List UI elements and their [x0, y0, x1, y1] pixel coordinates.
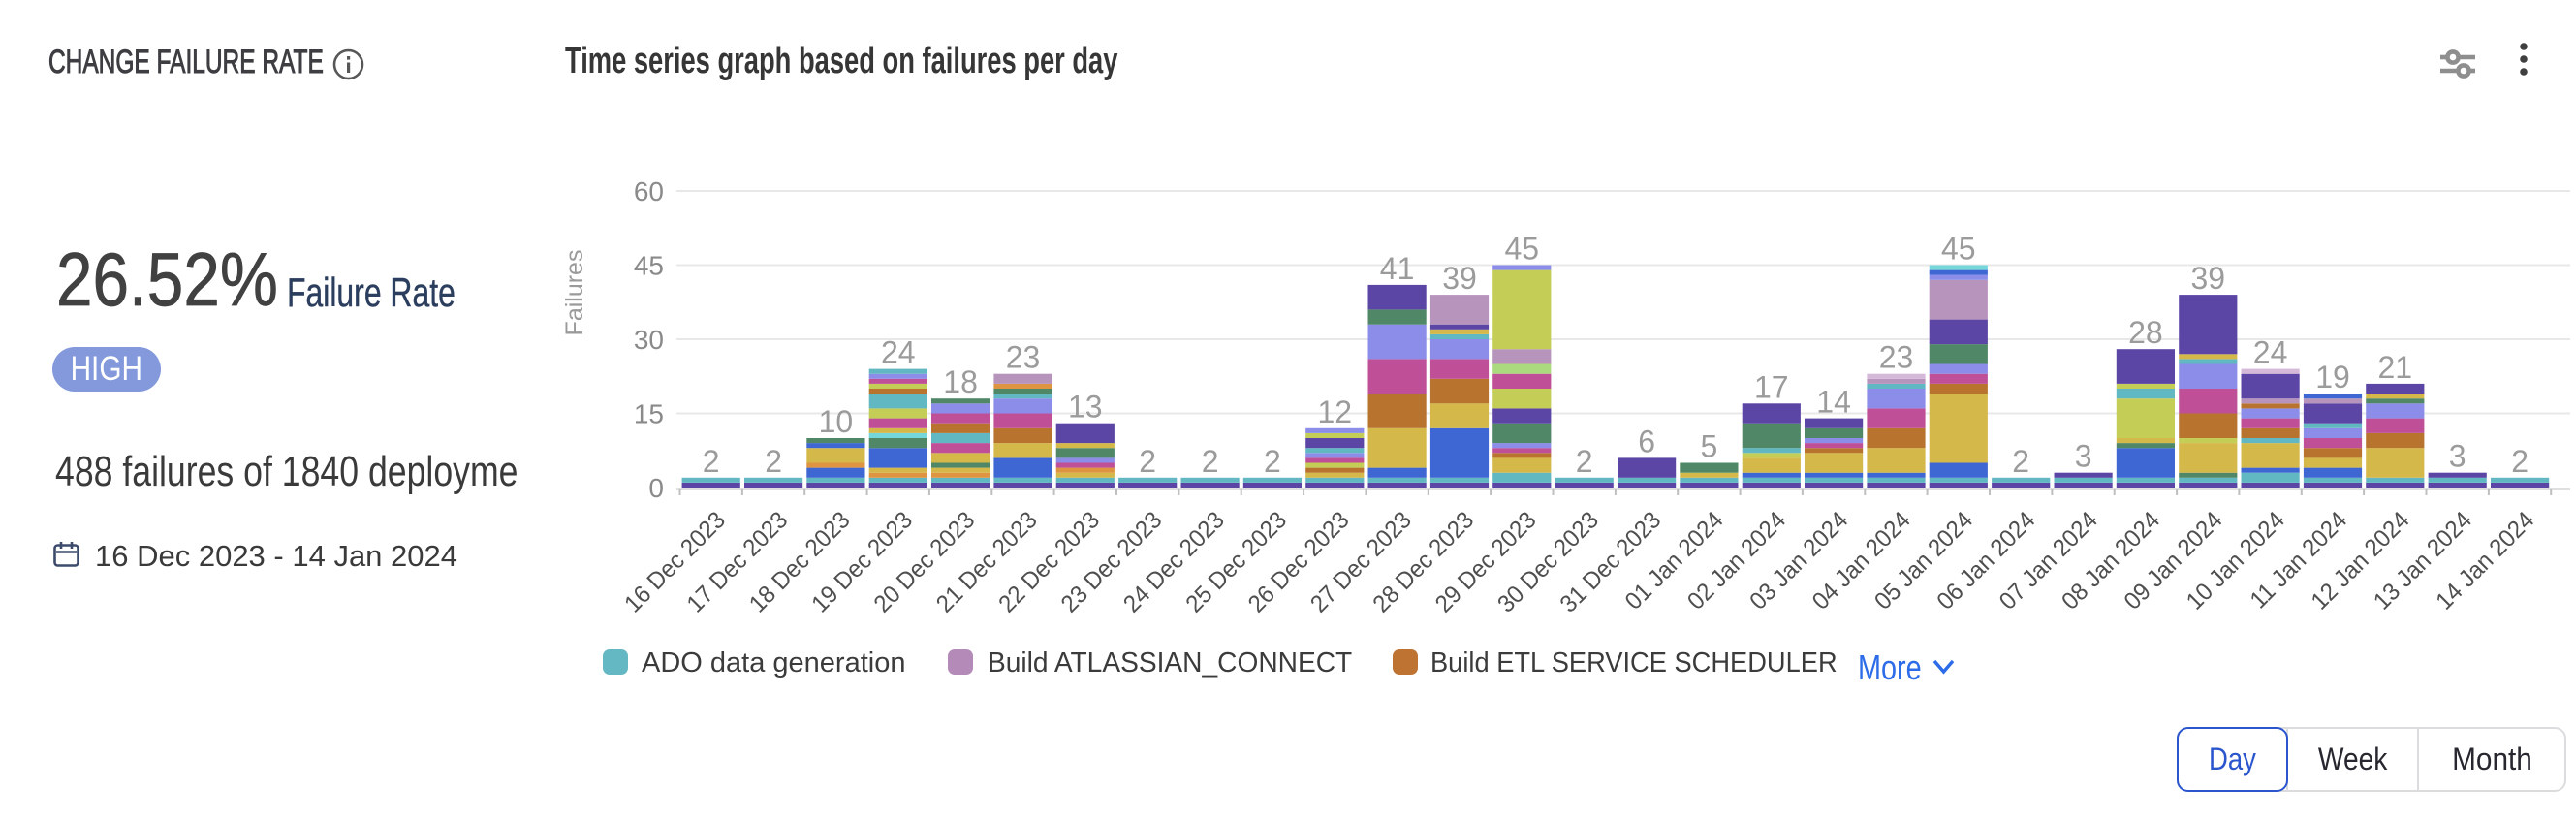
svg-text:2: 2	[1202, 444, 1219, 479]
svg-text:60: 60	[634, 176, 664, 206]
svg-text:13: 13	[1068, 390, 1103, 425]
svg-text:39: 39	[2191, 261, 2226, 296]
svg-text:41: 41	[1380, 251, 1415, 286]
svg-text:0: 0	[648, 473, 664, 503]
svg-text:24: 24	[881, 335, 916, 370]
svg-text:23: 23	[1879, 340, 1914, 375]
svg-text:2: 2	[703, 444, 720, 479]
svg-text:2: 2	[1264, 444, 1281, 479]
svg-text:6: 6	[1638, 424, 1655, 458]
svg-text:3: 3	[2075, 439, 2092, 474]
svg-text:15: 15	[634, 399, 664, 429]
svg-text:2: 2	[2511, 444, 2529, 479]
svg-text:23: 23	[1006, 340, 1041, 375]
svg-text:2: 2	[2012, 444, 2029, 479]
svg-text:45: 45	[634, 251, 664, 281]
svg-text:3: 3	[2449, 439, 2466, 474]
svg-text:12: 12	[1318, 394, 1353, 429]
svg-text:Failures: Failures	[561, 250, 588, 336]
svg-text:17: 17	[1754, 369, 1789, 404]
svg-text:18: 18	[943, 364, 978, 399]
svg-text:5: 5	[1701, 429, 1718, 464]
svg-text:45: 45	[1505, 232, 1540, 267]
svg-text:2: 2	[1139, 444, 1156, 479]
svg-text:19: 19	[2315, 360, 2350, 394]
svg-text:28: 28	[2128, 315, 2163, 350]
svg-text:14: 14	[1816, 385, 1851, 420]
svg-text:2: 2	[765, 444, 782, 479]
svg-text:2: 2	[1576, 444, 1593, 479]
svg-text:45: 45	[1941, 232, 1976, 267]
svg-text:24: 24	[2253, 335, 2288, 370]
svg-text:30: 30	[634, 325, 664, 355]
svg-text:21: 21	[2378, 350, 2413, 385]
svg-text:39: 39	[1442, 261, 1477, 296]
svg-text:10: 10	[819, 404, 854, 439]
